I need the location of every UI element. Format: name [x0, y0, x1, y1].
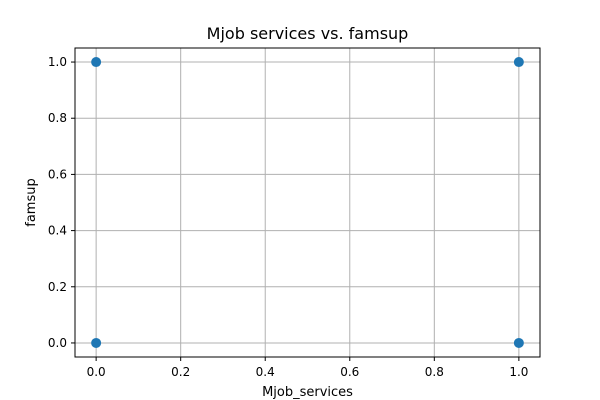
x-tick-label-3: 0.6 [340, 365, 359, 379]
data-point-3 [513, 57, 524, 68]
plot-frame [74, 47, 541, 358]
chart-title: Mjob services vs. famsup [207, 24, 409, 43]
y-axis-label: famsup [24, 178, 39, 226]
grid [75, 48, 540, 357]
x-tick-label-2: 0.4 [256, 365, 275, 379]
data-point-2 [513, 337, 524, 348]
y-tick-label-1: 0.2 [48, 280, 67, 294]
y-tick-label-5: 1.0 [48, 55, 67, 69]
data-points [91, 57, 524, 348]
y-tick-label-0: 0.0 [48, 336, 67, 350]
y-tick-label-4: 0.8 [48, 111, 67, 125]
data-point-0 [91, 337, 102, 348]
x-axis-label: Mjob_services [262, 385, 353, 400]
x-tick-label-1: 0.2 [171, 365, 190, 379]
x-tick-label-5: 1.0 [509, 365, 528, 379]
x-tick-label-0: 0.0 [87, 365, 106, 379]
data-point-1 [91, 57, 102, 68]
x-tick-label-4: 0.8 [425, 365, 444, 379]
y-tick-label-3: 0.6 [48, 167, 67, 181]
y-tick-label-2: 0.4 [48, 224, 67, 238]
axis-ticks: 0.0 0.2 0.4 0.6 0.8 1.0 0.0 0.2 0.4 0.6 0.8 1.0 [48, 55, 529, 379]
